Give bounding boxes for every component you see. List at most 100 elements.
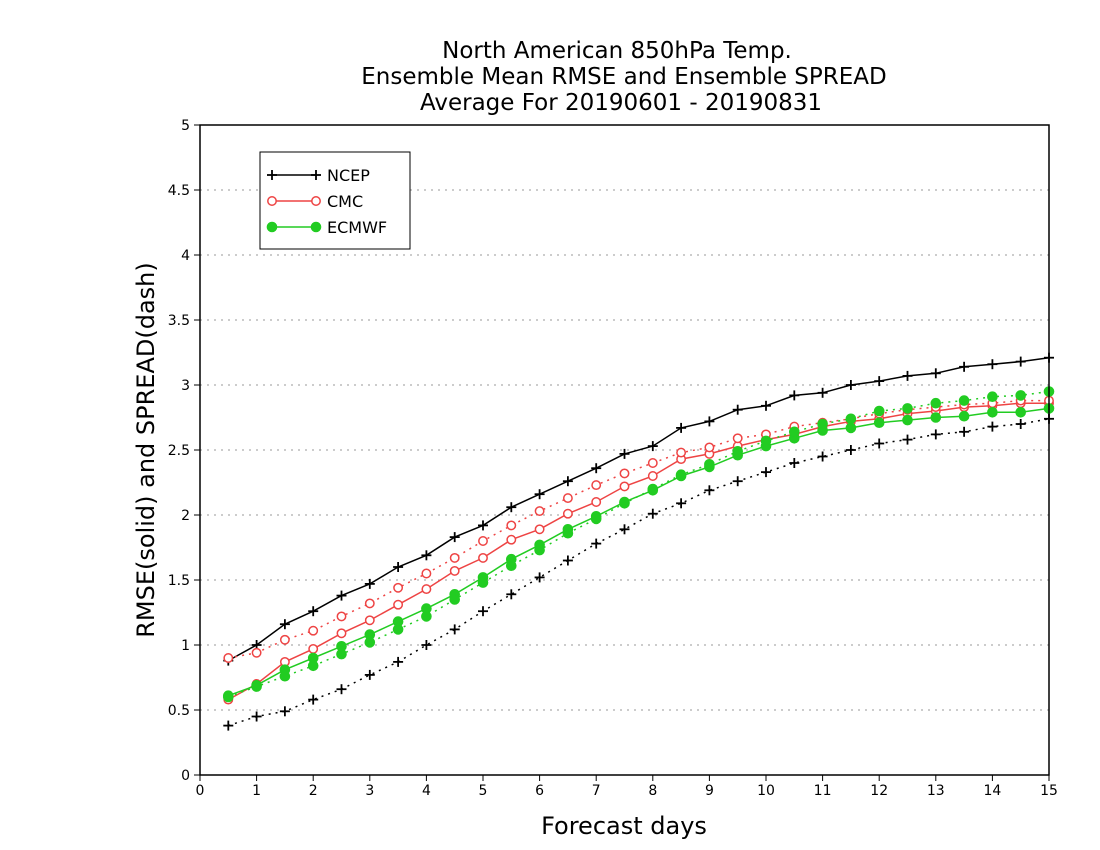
y-tick-label: 4 bbox=[181, 248, 190, 264]
series-ecmwf-spread-point bbox=[590, 513, 602, 525]
x-tick-label: 8 bbox=[648, 783, 657, 799]
series-ecmwf-spread-point bbox=[364, 637, 376, 648]
series-cmc-rmse-point bbox=[449, 565, 460, 576]
legend-marker-ecmwf-point bbox=[310, 221, 322, 233]
series-ecmwf-spread-point bbox=[421, 611, 432, 622]
series-ncep-spread-point bbox=[393, 656, 404, 667]
series-ncep-spread-point bbox=[279, 706, 290, 717]
legend: NCEP CMC ECMWF bbox=[259, 151, 411, 250]
series-ecmwf-spread-point bbox=[307, 660, 319, 672]
series-ncep-rmse-point bbox=[959, 361, 970, 372]
x-tick-label: 15 bbox=[1040, 783, 1058, 799]
y-tick-label: 1.5 bbox=[168, 573, 190, 589]
x-tick-label: 0 bbox=[196, 783, 205, 799]
series-cmc-spread-point bbox=[251, 647, 262, 658]
series-ecmwf-rmse-point bbox=[902, 414, 913, 426]
series-cmc-spread-point bbox=[223, 653, 234, 663]
series-ncep-spread-point bbox=[930, 429, 941, 440]
series-cmc-rmse-point bbox=[647, 471, 658, 481]
series-ncep-rmse-point bbox=[506, 502, 517, 513]
series-ncep-spread-point bbox=[987, 421, 998, 432]
series-cmc-spread-point bbox=[421, 568, 432, 579]
series-ncep-spread-point bbox=[817, 451, 828, 462]
series-ecmwf-rmse-point bbox=[930, 412, 942, 423]
chart-title-line-2: Ensemble Mean RMSE and Ensemble SPREAD bbox=[361, 64, 886, 90]
series-ncep-rmse-point bbox=[279, 619, 290, 630]
series-ecmwf-spread-point bbox=[760, 435, 772, 447]
series-cmc-rmse-point bbox=[619, 481, 630, 492]
series-layer bbox=[223, 352, 1055, 731]
series-ncep-rmse-point bbox=[789, 390, 800, 401]
chart-title-line-1: North American 850hPa Temp. bbox=[442, 38, 792, 64]
series-ncep-spread-point bbox=[223, 720, 234, 731]
y-tick-label: 3.5 bbox=[168, 313, 190, 329]
x-tick-label: 2 bbox=[309, 783, 318, 799]
legend-item-ecmwf: ECMWF bbox=[266, 218, 387, 237]
series-cmc-spread-point bbox=[591, 480, 602, 491]
y-tick-label: 1 bbox=[181, 638, 190, 654]
series-ncep-spread-point bbox=[761, 467, 771, 478]
x-tick-label: 6 bbox=[535, 783, 544, 799]
series-cmc-spread-point bbox=[534, 506, 545, 517]
y-tick-label: 3 bbox=[181, 378, 190, 394]
series-ncep-rmse-point bbox=[987, 359, 998, 370]
series-ecmwf-spread-point bbox=[477, 577, 489, 588]
plot-frame bbox=[199, 124, 1050, 776]
x-tick-label: 4 bbox=[422, 783, 431, 799]
series-ecmwf-spread-point bbox=[675, 469, 687, 481]
series-cmc-spread-point bbox=[279, 634, 290, 645]
series-ncep-spread-point bbox=[308, 694, 319, 705]
x-tick-label: 11 bbox=[814, 783, 832, 799]
series-ncep-rmse-point bbox=[308, 606, 319, 617]
series-ecmwf-spread-point bbox=[817, 418, 828, 430]
series-ecmwf-spread-point bbox=[506, 560, 517, 572]
series-cmc-rmse-point bbox=[364, 615, 375, 626]
series-ecmwf-spread-point bbox=[449, 594, 461, 605]
series-ecmwf-spread-point bbox=[930, 397, 942, 409]
series-ncep-spread-point bbox=[874, 438, 885, 449]
series-cmc-spread-point bbox=[676, 447, 687, 458]
series-ecmwf-spread-point bbox=[619, 498, 630, 509]
series-ecmwf-rmse-point bbox=[1015, 407, 1027, 418]
series-ncep-rmse-point bbox=[562, 476, 573, 487]
legend-marker-cmc-point bbox=[311, 196, 321, 206]
series-ecmwf-spread-point bbox=[845, 413, 857, 425]
series-ecmwf-spread-point bbox=[902, 403, 913, 414]
series-ncep-spread-point bbox=[478, 606, 488, 617]
series-ncep-rmse-point bbox=[619, 448, 630, 459]
series-cmc-spread-point bbox=[308, 625, 319, 636]
series-ecmwf-spread-point bbox=[789, 426, 800, 438]
y-tick-label: 4.5 bbox=[168, 183, 190, 199]
series-cmc-spread-point bbox=[732, 433, 743, 444]
series-cmc-rmse-point bbox=[393, 599, 404, 610]
series-ncep-rmse-point bbox=[478, 520, 488, 531]
legend-marker-cmc-point bbox=[267, 196, 277, 206]
series-cmc-rmse-point bbox=[506, 534, 517, 545]
legend-label-ncep: NCEP bbox=[327, 166, 370, 185]
legend-label-ecmwf: ECMWF bbox=[327, 218, 387, 237]
series-ecmwf-spread-point bbox=[647, 483, 659, 495]
series-ncep-spread-point bbox=[591, 538, 602, 549]
series-ecmwf-spread-point bbox=[704, 459, 715, 470]
series-ncep-spread-point bbox=[449, 624, 460, 635]
x-tick-label: 9 bbox=[705, 783, 714, 799]
chart-title-line-3: Average For 20190601 - 20190831 bbox=[420, 90, 822, 116]
x-tick-label: 7 bbox=[592, 783, 601, 799]
series-cmc-rmse-point bbox=[478, 552, 488, 563]
series-ncep-rmse-point bbox=[845, 380, 856, 390]
legend-item-ncep: NCEP bbox=[267, 166, 370, 185]
series-ncep-spread-point bbox=[1015, 419, 1026, 429]
series-ncep-rmse-point bbox=[874, 376, 885, 387]
series-ecmwf-spread-point bbox=[336, 648, 347, 660]
series-ncep-rmse-point bbox=[591, 463, 602, 474]
series-ncep-rmse-point bbox=[704, 416, 715, 427]
y-tick-label: 5 bbox=[181, 118, 190, 134]
series-ncep-spread-point bbox=[732, 476, 743, 487]
series-cmc-rmse-point bbox=[562, 508, 573, 519]
series-ncep-rmse-point bbox=[732, 404, 743, 415]
series-ncep-rmse-point bbox=[534, 489, 545, 500]
series-cmc-spread-point bbox=[449, 552, 460, 563]
series-ncep-rmse-point bbox=[449, 532, 460, 543]
series-ecmwf-rmse-point bbox=[873, 417, 885, 429]
